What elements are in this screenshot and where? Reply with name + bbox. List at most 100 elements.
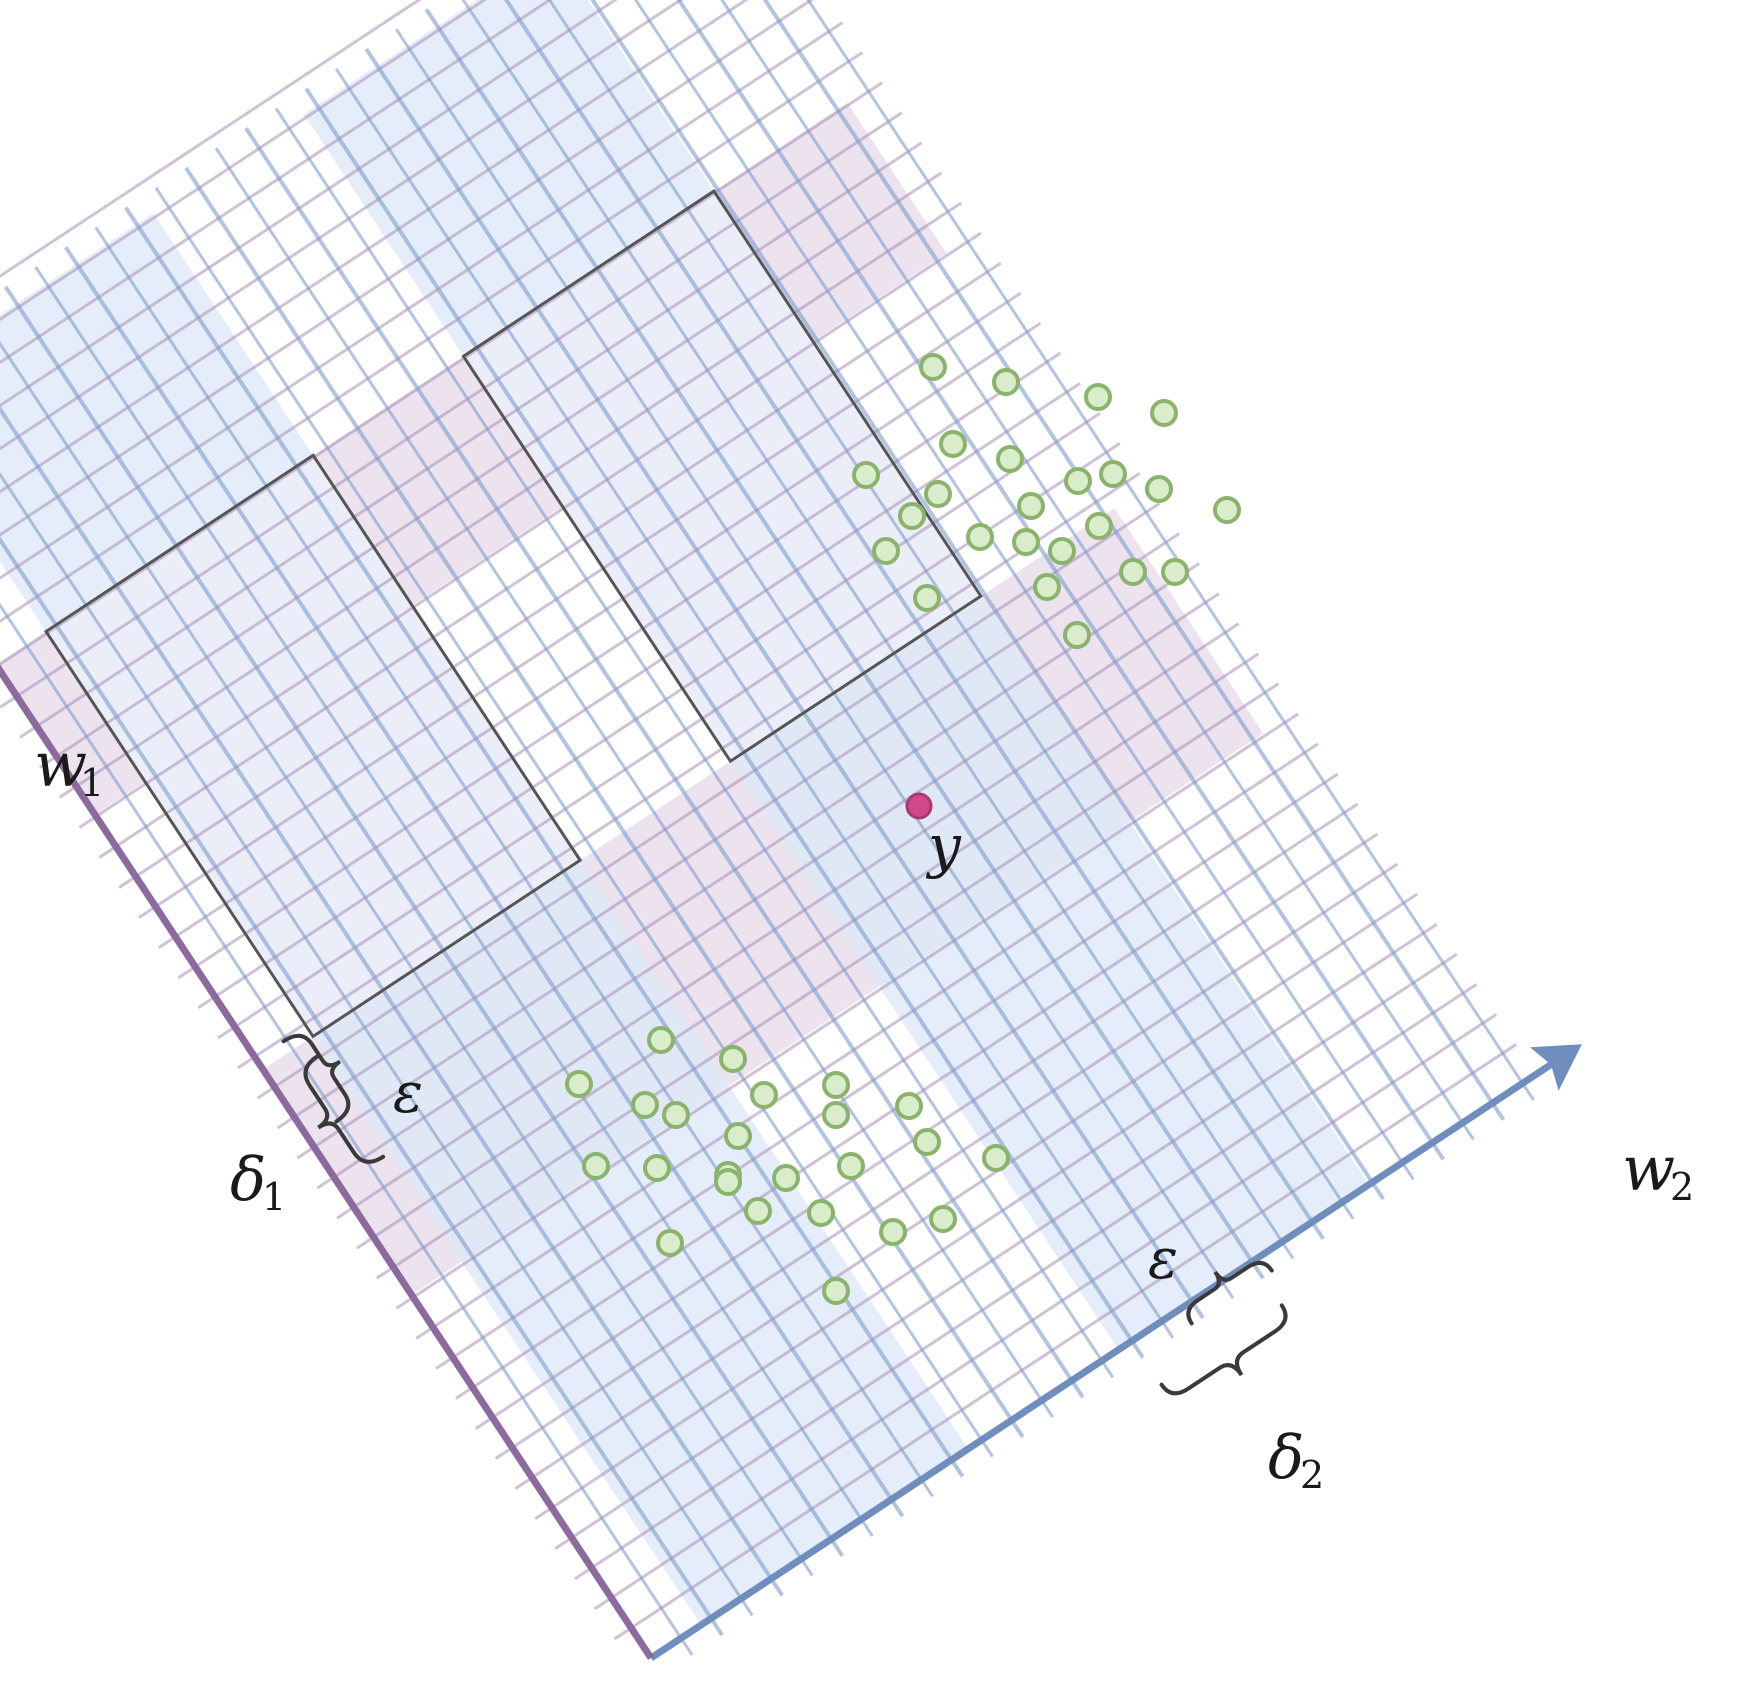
- epsilon-label-left: ε: [393, 1061, 423, 1126]
- brace-left-epsilon: [281, 1033, 351, 1124]
- upper-cluster: [852, 353, 1241, 649]
- grid-line-w1: [494, 862, 1399, 1460]
- cluster-point: [913, 1128, 941, 1156]
- axis-w2-line: [649, 1060, 1555, 1661]
- delta1-label: δ 1: [230, 1145, 286, 1219]
- cluster-point: [647, 1026, 675, 1054]
- delta2-name: δ: [1268, 1423, 1304, 1493]
- cluster-point: [643, 1154, 671, 1182]
- grid-line-w1: [0, 0, 705, 408]
- delta2-sub: 2: [1300, 1453, 1324, 1497]
- grid-line-w1: [177, 381, 1081, 980]
- grid-line-w1: [0, 81, 883, 679]
- cluster-point: [852, 461, 880, 489]
- brace-left-epsilon-shape: [281, 1033, 351, 1124]
- grid-line-w1: [58, 201, 963, 799]
- grid-line-w2: [0, 364, 724, 1637]
- grid-line-w1: [237, 472, 1141, 1070]
- grid-line-w1: [0, 0, 804, 559]
- cluster-point: [1119, 558, 1147, 586]
- cluster-point: [1161, 558, 1189, 586]
- cluster-point: [744, 1197, 772, 1225]
- grid-line-w1: [98, 261, 1002, 859]
- cluster-point: [919, 353, 947, 381]
- grid-line-w1: [296, 562, 1200, 1160]
- grid-line-w2: [244, 127, 1085, 1399]
- grid-line-w1: [554, 953, 1458, 1551]
- brace-left-delta1-shape: [303, 1054, 386, 1164]
- cluster-point: [913, 584, 941, 612]
- grid-line-w1: [118, 291, 1022, 889]
- epsilon-label-bottom: ε: [1148, 1227, 1178, 1292]
- grid-line-w1: [316, 592, 1220, 1190]
- cluster-point: [1063, 621, 1091, 649]
- point-y: [905, 792, 933, 820]
- cluster-point: [929, 1205, 957, 1233]
- cluster-point: [939, 430, 967, 458]
- grid-line-w2: [3, 285, 845, 1557]
- grid-line-w1: [256, 502, 1161, 1100]
- axis-w2-name: w: [1622, 1132, 1675, 1205]
- axis-w1-name: w: [34, 728, 87, 801]
- axis-w2-sub: 2: [1670, 1165, 1694, 1209]
- grid-line-w1: [0, 0, 784, 529]
- delta2-label: δ 2: [1268, 1423, 1324, 1497]
- grid-line-w1: [534, 922, 1438, 1520]
- cluster-point: [1084, 383, 1112, 411]
- cluster-point: [750, 1081, 778, 1109]
- grid-line-w2: [214, 147, 1054, 1418]
- grid-line-w2: [605, 0, 1446, 1161]
- grid-line-w1: [38, 171, 943, 769]
- grid-line-w2: [0, 385, 694, 1656]
- grid-line-w2: [424, 8, 1265, 1280]
- grid-line-w2: [0, 305, 814, 1577]
- grid-line-w1: [0, 111, 903, 709]
- grid-line-w2: [0, 345, 754, 1617]
- delta1-name: δ: [230, 1145, 266, 1215]
- rotated-plane: [0, 0, 1582, 1661]
- cluster-point: [924, 480, 952, 508]
- cluster-point: [631, 1091, 659, 1119]
- upper-box-outline: [461, 189, 983, 764]
- cluster-point: [582, 1152, 610, 1180]
- grid-line-w2: [455, 0, 1295, 1260]
- cluster-point: [724, 1122, 752, 1150]
- grid-line-w1: [157, 351, 1062, 949]
- cluster-point: [966, 523, 994, 551]
- cluster-point: [872, 537, 900, 565]
- cluster-point: [772, 1164, 800, 1192]
- cluster-point: [662, 1101, 690, 1129]
- cluster-point: [1085, 512, 1113, 540]
- brace-bottom-delta2-shape: [1159, 1303, 1288, 1396]
- cluster-point: [1048, 537, 1076, 565]
- cluster-point: [719, 1045, 747, 1073]
- cluster-point: [1099, 460, 1127, 488]
- grid-line-w1: [336, 622, 1240, 1220]
- grid-lines-w2: [0, 0, 1535, 1656]
- grid-line-w2: [304, 87, 1145, 1359]
- grid-line-w1: [197, 412, 1101, 1010]
- brace-left-delta1: [303, 1054, 386, 1164]
- grid-line-w2: [544, 0, 1385, 1201]
- grid-line-w1: [0, 0, 725, 439]
- cluster-point: [1150, 399, 1178, 427]
- grid-line-w2: [154, 186, 994, 1458]
- cluster-point: [822, 1277, 850, 1305]
- axis-w1-label: w 1: [34, 728, 104, 805]
- grid-line-w1: [613, 1043, 1517, 1641]
- cluster-point: [1145, 475, 1173, 503]
- axis-w1-line: [0, 562, 654, 1660]
- cluster-point: [807, 1199, 835, 1227]
- grid-line-w1: [435, 772, 1339, 1370]
- grid-line-w1: [0, 0, 745, 469]
- axis-w2-arrowhead: [1529, 1044, 1582, 1091]
- cluster-point: [1017, 492, 1045, 520]
- grid-line-w1: [0, 51, 863, 649]
- cluster-point: [1012, 528, 1040, 556]
- grid-line-w1: [574, 983, 1478, 1581]
- grid-line-w1: [356, 652, 1260, 1250]
- grid-line-w1: [395, 712, 1299, 1310]
- grid-line-w2: [34, 266, 874, 1537]
- grid-line-w2: [395, 28, 1235, 1299]
